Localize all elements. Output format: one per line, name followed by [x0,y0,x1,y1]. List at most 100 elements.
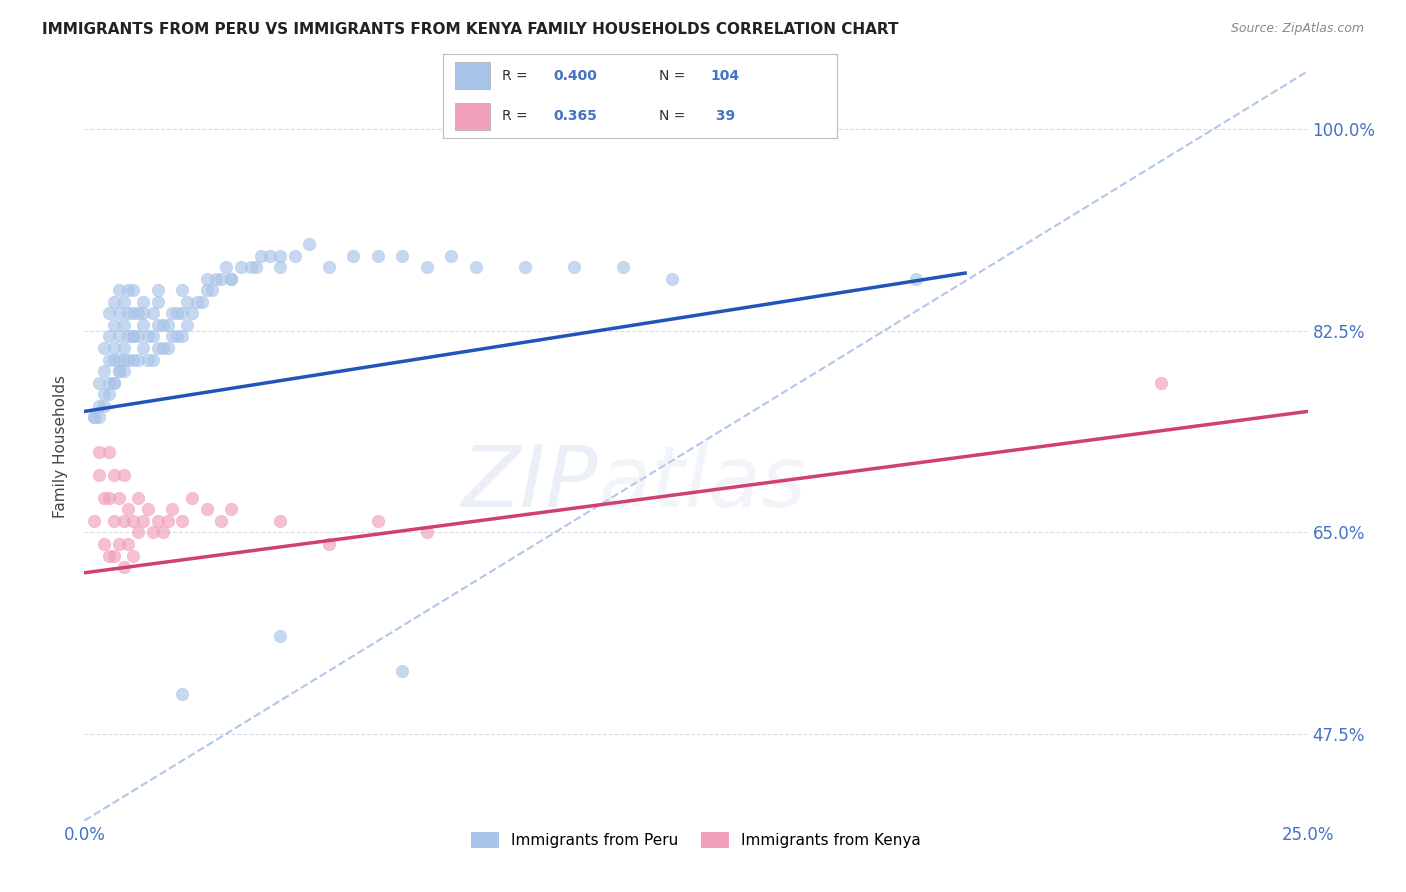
Point [342,249,364,263]
Point [103,318,125,332]
Point [562,260,585,275]
Text: atlas: atlas [598,442,806,525]
Point [146,284,169,298]
Point [172,687,194,701]
Point [107,352,129,367]
Point [269,249,291,263]
Point [122,306,145,320]
Point [136,352,159,367]
Point [103,376,125,390]
Point [97,306,120,320]
Point [103,514,125,528]
Text: 0.400: 0.400 [553,69,598,83]
Point [152,341,174,355]
Point [132,306,155,320]
Point [195,284,218,298]
Point [181,491,204,505]
Point [122,514,145,528]
Point [142,329,165,343]
Point [391,664,413,678]
Point [117,502,139,516]
Point [1150,376,1173,390]
Point [200,284,222,298]
Point [298,237,321,252]
Point [176,294,198,309]
Point [122,329,145,343]
Text: Source: ZipAtlas.com: Source: ZipAtlas.com [1230,22,1364,36]
Point [132,341,155,355]
Point [122,549,145,563]
Point [112,364,135,378]
Point [318,537,340,551]
Point [107,364,129,378]
Point [162,306,184,320]
Point [117,537,139,551]
Point [146,294,169,309]
Point [172,514,194,528]
Point [249,249,271,263]
Point [127,525,149,540]
Point [93,399,115,413]
Text: IMMIGRANTS FROM PERU VS IMMIGRANTS FROM KENYA FAMILY HOUSEHOLDS CORRELATION CHAR: IMMIGRANTS FROM PERU VS IMMIGRANTS FROM … [42,22,898,37]
Point [87,444,110,458]
Point [93,537,115,551]
Point [219,272,242,286]
Point [156,341,179,355]
Legend: Immigrants from Peru, Immigrants from Kenya: Immigrants from Peru, Immigrants from Ke… [465,826,927,855]
Point [117,306,139,320]
Text: 39: 39 [710,109,735,123]
Point [205,272,228,286]
Text: 0.365: 0.365 [553,109,598,123]
Y-axis label: Family Households: Family Households [53,375,69,517]
Point [97,491,120,505]
Point [219,272,242,286]
Point [905,272,928,286]
Text: ZIP: ZIP [461,442,598,525]
Point [122,352,145,367]
Text: N =: N = [659,109,690,123]
Point [284,249,307,263]
Point [127,306,149,320]
Point [136,329,159,343]
Point [195,272,218,286]
Point [103,549,125,563]
Point [142,525,165,540]
Point [93,387,115,401]
Point [112,341,135,355]
Point [112,514,135,528]
Point [127,491,149,505]
Point [97,376,120,390]
Point [103,352,125,367]
Point [107,284,129,298]
Point [239,260,262,275]
Bar [454,62,491,89]
Point [464,260,486,275]
Point [87,376,110,390]
Point [103,294,125,309]
Point [127,329,149,343]
Point [181,306,204,320]
Point [87,410,110,425]
Point [93,364,115,378]
Point [107,537,129,551]
Point [142,352,165,367]
Point [93,491,115,505]
Text: R =: R = [502,69,531,83]
Point [416,260,439,275]
Point [219,502,242,516]
Point [107,306,129,320]
Point [229,260,252,275]
Point [93,341,115,355]
Point [367,249,389,263]
Point [83,514,105,528]
Point [209,514,232,528]
Text: R =: R = [502,109,531,123]
Point [112,467,135,482]
Point [97,549,120,563]
Point [612,260,634,275]
Point [112,352,135,367]
Bar [454,103,491,130]
Point [318,260,340,275]
Point [367,514,389,528]
Point [172,284,194,298]
